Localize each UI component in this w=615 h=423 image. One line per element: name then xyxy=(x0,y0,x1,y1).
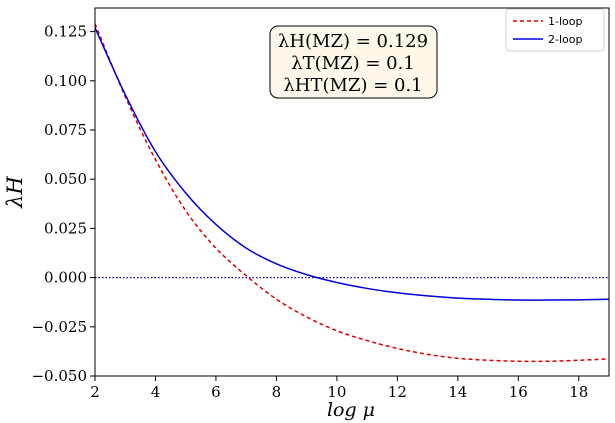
y-axis-label: λH xyxy=(3,176,27,209)
x-tick-label: 18 xyxy=(569,383,588,401)
annotation-line-3: λHT(MZ) = 0.1 xyxy=(283,75,422,96)
legend-frame xyxy=(505,8,605,52)
series-line-1-loop xyxy=(95,23,609,363)
y-tick-label: 0.050 xyxy=(44,170,87,188)
legend-label-1-loop: 1-loop xyxy=(548,15,582,28)
series-layer xyxy=(95,23,609,363)
x-tick-label: 16 xyxy=(509,383,528,401)
annotation-background xyxy=(269,25,438,99)
y-tick-label: 0.000 xyxy=(44,269,87,287)
x-tick-label: 10 xyxy=(327,383,346,401)
x-tick-label: 12 xyxy=(388,383,407,401)
series-line-2-loop xyxy=(95,27,609,301)
x-tick-label: 2 xyxy=(90,383,100,401)
y-tick-label: −0.050 xyxy=(31,367,87,385)
y-tick-label: 0.125 xyxy=(44,23,87,41)
annotation-line-1: λH(MZ) = 0.129 xyxy=(278,31,428,52)
x-tick-label: 8 xyxy=(272,383,282,401)
legend: 1-loop 2-loop xyxy=(505,8,605,52)
annotation-box: λH(MZ) = 0.129 λT(MZ) = 0.1 λHT(MZ) = 0.… xyxy=(269,25,438,99)
y-tick-label: 0.100 xyxy=(44,72,87,90)
legend-label-2-loop: 2-loop xyxy=(548,33,582,46)
x-tick-label: 14 xyxy=(448,383,467,401)
annotation-line-2: λT(MZ) = 0.1 xyxy=(291,53,415,74)
x-tick-label: 4 xyxy=(151,383,161,401)
x-axis-label: log μ xyxy=(327,399,375,421)
plot-frame xyxy=(94,7,610,377)
y-tick-label: 0.025 xyxy=(44,219,87,237)
ticks-layer: 2 4 6 8 10 12 14 16 18 −0.050 −0.025 0.000 0.025 0.05… xyxy=(31,23,588,401)
x-tick-label: 6 xyxy=(211,383,221,401)
y-tick-label: 0.075 xyxy=(44,121,87,139)
y-tick-label: −0.025 xyxy=(31,318,87,336)
